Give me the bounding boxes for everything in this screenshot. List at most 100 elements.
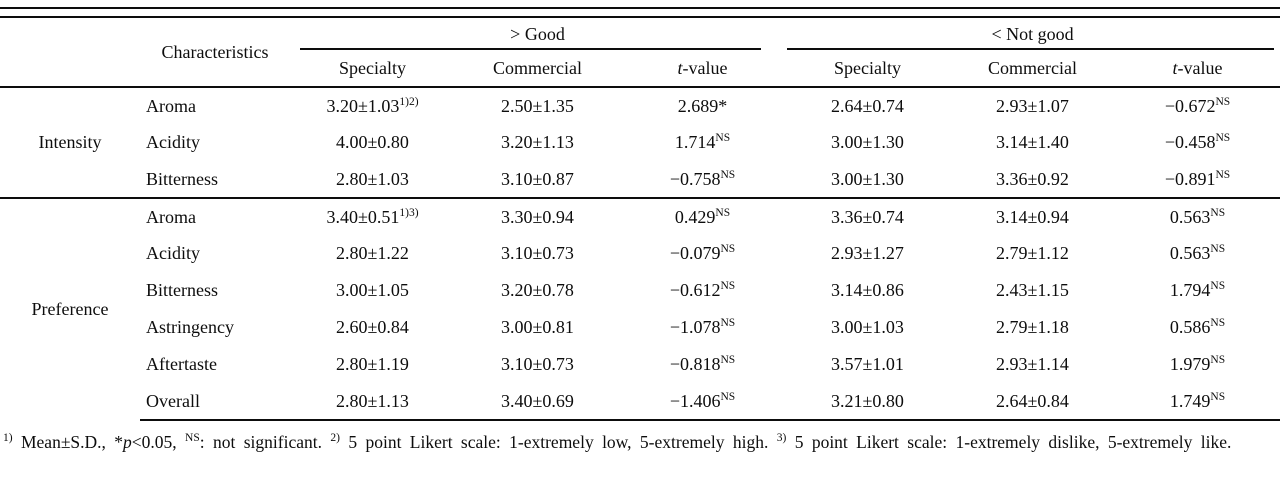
good-commercial-header: Commercial <box>455 50 620 88</box>
cell-notgood-commercial: 2.93±1.14 <box>996 354 1069 374</box>
characteristic-label: Aroma <box>146 95 196 116</box>
characteristic-label: Astringency <box>146 317 234 337</box>
table-row-preference-astringency: Astringency 2.60±0.84 3.00±0.81 −1.078NS… <box>0 309 1280 346</box>
cell-notgood-commercial: 2.79±1.12 <box>996 243 1069 263</box>
cell-notgood-specialty: 3.00±1.30 <box>831 132 904 152</box>
notgood-commercial-header: Commercial <box>950 50 1115 88</box>
notgood-tvalue-header: t-value <box>1115 50 1280 88</box>
cell-good-tvalue: 2.689* <box>677 95 728 116</box>
table-row-intensity-bitterness: Bitterness 2.80±1.03 3.10±0.87 −0.758NS … <box>0 161 1280 198</box>
footnote-marker-3: 3) <box>776 432 787 445</box>
characteristic-label: Bitterness <box>146 168 218 189</box>
row-group-intensity: Intensity <box>38 132 102 152</box>
cell-good-commercial: 3.40±0.69 <box>455 383 620 421</box>
cell-good-commercial: 3.20±1.13 <box>501 132 574 152</box>
notgood-specialty-header: Specialty <box>785 50 950 88</box>
cell-notgood-commercial: 2.64±0.84 <box>950 383 1115 421</box>
cell-notgood-specialty: 3.57±1.01 <box>831 354 904 374</box>
cell-notgood-specialty: 2.64±0.74 <box>831 95 904 116</box>
table-top-double-rule <box>0 7 1280 18</box>
table-footnote: 1) Mean±S.D., *p<0.05, NS: not significa… <box>3 432 1232 452</box>
sensory-evaluation-table: Characteristics > Good < Not good Specia… <box>0 18 1280 421</box>
cell-good-specialty: 2.80±1.03 <box>336 168 409 189</box>
corner-cell <box>0 18 140 88</box>
table-row-preference-aroma: Preference Aroma 3.40±0.511)3) 3.30±0.94… <box>0 197 1280 420</box>
cell-notgood-tvalue: 0.563NS <box>1169 243 1226 263</box>
notgood-group-label: < Not good <box>991 23 1074 44</box>
table-row-intensity-aroma: Intensity Aroma 3.20±1.031)2) 2.50±1.35 … <box>0 87 1280 153</box>
cell-good-specialty: 3.00±1.05 <box>336 280 409 300</box>
cell-good-commercial: 3.30±0.94 <box>455 197 620 235</box>
cell-notgood-tvalue: 1.794NS <box>1169 280 1226 300</box>
cell-notgood-specialty: 3.00±1.30 <box>831 168 904 189</box>
footnote-marker-ns: NS <box>185 432 200 445</box>
cell-notgood-commercial: 3.36±0.92 <box>996 168 1069 189</box>
cell-good-specialty: 3.40±0.511)3) <box>290 197 455 235</box>
header-row-groups: Characteristics > Good < Not good <box>0 18 1280 88</box>
cell-good-specialty: 4.00±0.80 <box>336 132 409 152</box>
table-row-preference-overall: Overall 2.80±1.13 3.40±0.69 −1.406NS 3.2… <box>0 383 1280 421</box>
good-group-header: > Good <box>290 18 785 50</box>
cell-good-tvalue: −0.758NS <box>669 168 736 189</box>
cell-good-specialty: 2.60±0.84 <box>336 317 409 337</box>
cell-notgood-specialty: 3.14±0.86 <box>831 280 904 300</box>
cell-notgood-commercial: 2.43±1.15 <box>996 280 1069 300</box>
tvalue-rest: -value <box>1177 57 1223 78</box>
characteristic-label: Aftertaste <box>146 354 217 374</box>
characteristic-label: Acidity <box>146 132 200 152</box>
good-group-label: > Good <box>510 23 565 44</box>
cell-good-specialty: 2.80±1.13 <box>290 383 455 421</box>
cell-notgood-commercial: 3.14±0.94 <box>950 197 1115 235</box>
cell-good-specialty: 2.80±1.22 <box>336 243 409 263</box>
tvalue-italic-t: t <box>677 57 683 78</box>
characteristics-header: Characteristics <box>140 18 290 88</box>
notgood-group-header: < Not good <box>785 18 1280 50</box>
characteristic-label: Acidity <box>146 243 200 263</box>
cell-good-tvalue: 0.429NS <box>620 197 785 235</box>
cell-notgood-specialty: 3.21±0.80 <box>785 383 950 421</box>
cell-notgood-commercial: 3.14±1.40 <box>996 132 1069 152</box>
table-row-preference-aftertaste: Aftertaste 2.80±1.19 3.10±0.73 −0.818NS … <box>0 346 1280 383</box>
tvalue-italic-t: t <box>1172 57 1178 78</box>
italic-p: p <box>123 432 132 452</box>
table-row-preference-acidity: Acidity 2.80±1.22 3.10±0.73 −0.079NS 2.9… <box>0 235 1280 272</box>
header-row-subcolumns: Specialty Commercial t-value Specialty C… <box>0 50 1280 88</box>
cell-notgood-tvalue: −0.458NS <box>1164 132 1231 152</box>
characteristic-label: Aroma <box>140 197 290 235</box>
table-row-intensity-acidity: Acidity 4.00±0.80 3.20±1.13 1.714NS 3.00… <box>0 124 1280 161</box>
good-specialty-header: Specialty <box>290 50 455 88</box>
tvalue-rest: -value <box>682 57 728 78</box>
cell-good-commercial: 3.10±0.87 <box>501 168 574 189</box>
cell-notgood-tvalue: −0.672NS <box>1164 95 1231 116</box>
paper-table-page: Characteristics > Good < Not good Specia… <box>0 7 1280 452</box>
cell-notgood-tvalue: 0.563NS <box>1115 197 1280 235</box>
cell-notgood-specialty: 3.36±0.74 <box>785 197 950 235</box>
good-tvalue-header: t-value <box>620 50 785 88</box>
cell-good-specialty: 3.20±1.031)2) <box>326 95 419 116</box>
cell-good-commercial: 3.10±0.73 <box>501 243 574 263</box>
cell-notgood-specialty: 3.00±1.03 <box>831 317 904 337</box>
cell-notgood-tvalue: 0.586NS <box>1169 317 1226 337</box>
cell-notgood-tvalue: 1.979NS <box>1169 354 1226 374</box>
cell-good-commercial: 2.50±1.35 <box>501 95 574 116</box>
cell-good-tvalue: −1.078NS <box>669 317 736 337</box>
cell-good-specialty: 2.80±1.19 <box>336 354 409 374</box>
cell-good-commercial: 3.20±0.78 <box>501 280 574 300</box>
characteristic-label: Overall <box>140 383 290 421</box>
footnote-marker-2: 2) <box>330 432 340 445</box>
table-row-preference-bitterness: Bitterness 3.00±1.05 3.20±0.78 −0.612NS … <box>0 272 1280 309</box>
characteristic-label: Bitterness <box>146 280 218 300</box>
cell-good-commercial: 3.10±0.73 <box>501 354 574 374</box>
cell-good-tvalue: −0.818NS <box>669 354 736 374</box>
cell-notgood-commercial: 2.79±1.18 <box>996 317 1069 337</box>
cell-good-commercial: 3.00±0.81 <box>501 317 574 337</box>
cell-notgood-tvalue: 1.749NS <box>1115 383 1280 421</box>
cell-notgood-commercial: 2.93±1.07 <box>996 95 1069 116</box>
cell-good-tvalue: −0.612NS <box>669 280 736 300</box>
row-group-preference: Preference <box>0 197 140 420</box>
cell-notgood-tvalue: −0.891NS <box>1164 168 1231 189</box>
cell-notgood-specialty: 2.93±1.27 <box>831 243 904 263</box>
cell-good-tvalue: 1.714NS <box>674 132 731 152</box>
footnote-marker-1: 1) <box>3 432 13 445</box>
cell-good-tvalue: −1.406NS <box>620 383 785 421</box>
